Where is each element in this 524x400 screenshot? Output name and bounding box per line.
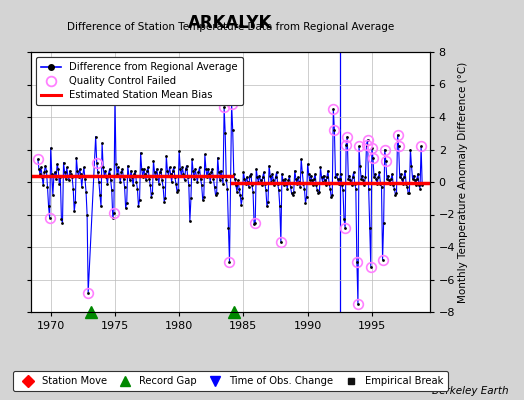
Y-axis label: Monthly Temperature Anomaly Difference (°C): Monthly Temperature Anomaly Difference (…: [458, 61, 468, 303]
Text: ARKALYK: ARKALYK: [188, 14, 273, 32]
Text: Berkeley Earth: Berkeley Earth: [432, 386, 508, 396]
Text: Difference of Station Temperature Data from Regional Average: Difference of Station Temperature Data f…: [67, 22, 394, 32]
Legend: Station Move, Record Gap, Time of Obs. Change, Empirical Break: Station Move, Record Gap, Time of Obs. C…: [13, 371, 448, 391]
Legend: Difference from Regional Average, Quality Control Failed, Estimated Station Mean: Difference from Regional Average, Qualit…: [37, 57, 243, 105]
